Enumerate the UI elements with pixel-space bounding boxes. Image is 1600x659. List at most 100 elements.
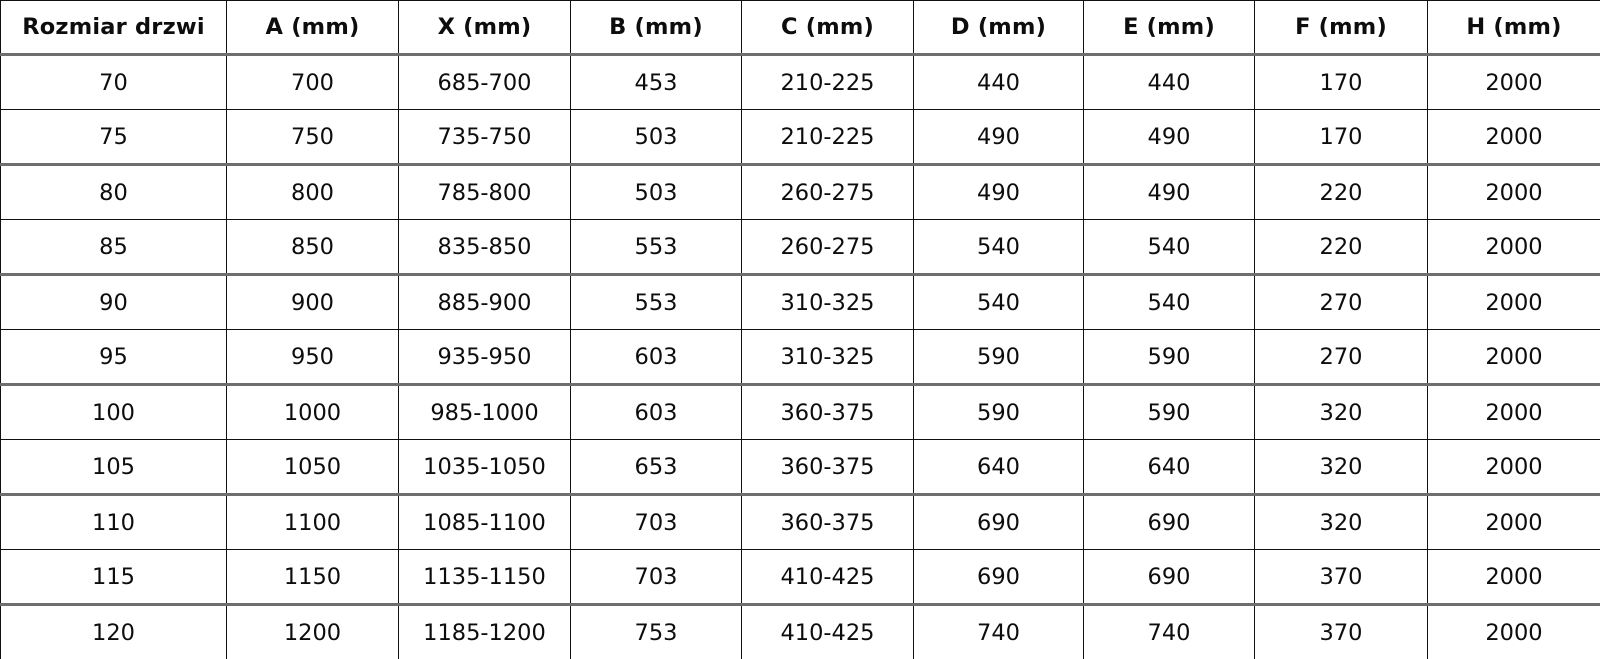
table-cell: 2000 bbox=[1428, 275, 1600, 330]
table-cell: 70 bbox=[1, 55, 227, 110]
table-cell: 1185-1200 bbox=[399, 605, 571, 659]
column-header-d: D (mm) bbox=[914, 1, 1084, 55]
table-cell: 410-425 bbox=[742, 550, 914, 605]
table-cell: 950 bbox=[227, 330, 399, 385]
table-cell: 503 bbox=[571, 165, 742, 220]
table-cell: 653 bbox=[571, 440, 742, 495]
table-cell: 170 bbox=[1255, 110, 1428, 165]
column-header-e: E (mm) bbox=[1084, 1, 1255, 55]
table-cell: 85 bbox=[1, 220, 227, 275]
table-cell: 370 bbox=[1255, 605, 1428, 659]
table-cell: 105 bbox=[1, 440, 227, 495]
table-cell: 360-375 bbox=[742, 385, 914, 440]
table-cell: 2000 bbox=[1428, 220, 1600, 275]
table-cell: 753 bbox=[571, 605, 742, 659]
table-cell: 590 bbox=[914, 385, 1084, 440]
table-cell: 2000 bbox=[1428, 550, 1600, 605]
column-header-x: X (mm) bbox=[399, 1, 571, 55]
table-cell: 360-375 bbox=[742, 495, 914, 550]
table-cell: 260-275 bbox=[742, 165, 914, 220]
column-header-a: A (mm) bbox=[227, 1, 399, 55]
table-cell: 210-225 bbox=[742, 55, 914, 110]
table-cell: 370 bbox=[1255, 550, 1428, 605]
table-cell: 310-325 bbox=[742, 330, 914, 385]
table-cell: 1150 bbox=[227, 550, 399, 605]
table-cell: 603 bbox=[571, 330, 742, 385]
table-cell: 740 bbox=[914, 605, 1084, 659]
table-cell: 553 bbox=[571, 220, 742, 275]
table-cell: 540 bbox=[914, 220, 1084, 275]
table-cell: 210-225 bbox=[742, 110, 914, 165]
table-cell: 490 bbox=[1084, 165, 1255, 220]
table-cell: 260-275 bbox=[742, 220, 914, 275]
table-cell: 120 bbox=[1, 605, 227, 659]
table-cell: 640 bbox=[914, 440, 1084, 495]
table-cell: 690 bbox=[914, 550, 1084, 605]
table-cell: 220 bbox=[1255, 165, 1428, 220]
table-cell: 2000 bbox=[1428, 55, 1600, 110]
table-cell: 90 bbox=[1, 275, 227, 330]
table-cell: 2000 bbox=[1428, 385, 1600, 440]
table-cell: 985-1000 bbox=[399, 385, 571, 440]
table-cell: 115 bbox=[1, 550, 227, 605]
table-cell: 750 bbox=[227, 110, 399, 165]
table-cell: 590 bbox=[1084, 330, 1255, 385]
column-header-f: F (mm) bbox=[1255, 1, 1428, 55]
table-cell: 835-850 bbox=[399, 220, 571, 275]
table-cell: 540 bbox=[914, 275, 1084, 330]
column-header-c: C (mm) bbox=[742, 1, 914, 55]
table-cell: 110 bbox=[1, 495, 227, 550]
table-cell: 75 bbox=[1, 110, 227, 165]
table-cell: 1035-1050 bbox=[399, 440, 571, 495]
column-header-b: B (mm) bbox=[571, 1, 742, 55]
table-cell: 320 bbox=[1255, 495, 1428, 550]
table-header: Rozmiar drzwi A (mm) X (mm) B (mm) C (mm… bbox=[1, 1, 1600, 55]
table-cell: 690 bbox=[1084, 550, 1255, 605]
table-cell: 100 bbox=[1, 385, 227, 440]
table-cell: 540 bbox=[1084, 220, 1255, 275]
table-cell: 690 bbox=[1084, 495, 1255, 550]
table-cell: 740 bbox=[1084, 605, 1255, 659]
table-cell: 690 bbox=[914, 495, 1084, 550]
table-cell: 785-800 bbox=[399, 165, 571, 220]
table-cell: 310-325 bbox=[742, 275, 914, 330]
table-cell: 270 bbox=[1255, 275, 1428, 330]
table-cell: 850 bbox=[227, 220, 399, 275]
table-cell: 270 bbox=[1255, 330, 1428, 385]
table-cell: 320 bbox=[1255, 385, 1428, 440]
table-cell: 95 bbox=[1, 330, 227, 385]
table-cell: 360-375 bbox=[742, 440, 914, 495]
table-cell: 440 bbox=[914, 55, 1084, 110]
table-cell: 935-950 bbox=[399, 330, 571, 385]
table-cell: 590 bbox=[1084, 385, 1255, 440]
table-cell: 640 bbox=[1084, 440, 1255, 495]
table-cell: 603 bbox=[571, 385, 742, 440]
table-cell: 703 bbox=[571, 495, 742, 550]
column-header-h: H (mm) bbox=[1428, 1, 1600, 55]
table-cell: 2000 bbox=[1428, 605, 1600, 659]
table-cell: 80 bbox=[1, 165, 227, 220]
table-cell: 220 bbox=[1255, 220, 1428, 275]
table-cell: 170 bbox=[1255, 55, 1428, 110]
table-cell: 1200 bbox=[227, 605, 399, 659]
table-cell: 2000 bbox=[1428, 440, 1600, 495]
table-cell: 2000 bbox=[1428, 495, 1600, 550]
table-cell: 503 bbox=[571, 110, 742, 165]
table-cell: 453 bbox=[571, 55, 742, 110]
table-cell: 1000 bbox=[227, 385, 399, 440]
column-header-rozmiar-drzwi: Rozmiar drzwi bbox=[1, 1, 227, 55]
table-cell: 685-700 bbox=[399, 55, 571, 110]
